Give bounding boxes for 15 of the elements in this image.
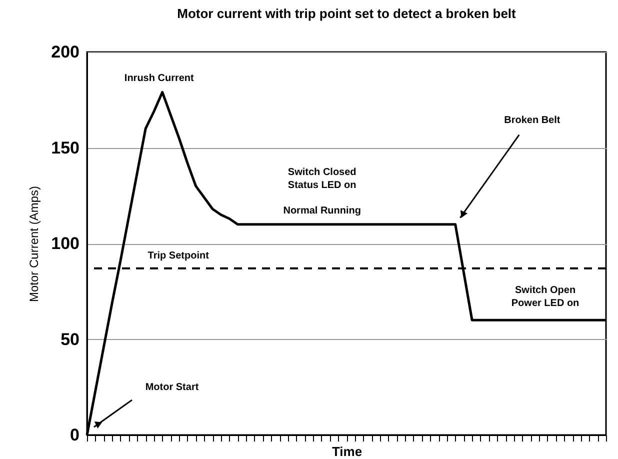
annotation: Motor Start xyxy=(145,382,200,393)
annotation: Switch Open Power LED on xyxy=(511,285,580,310)
annotation: Normal Running xyxy=(283,205,361,216)
ref-line-label: Trip Setpoint xyxy=(148,250,210,262)
y-tick-label: 50 xyxy=(60,330,80,349)
y-tick-label: 200 xyxy=(51,42,80,62)
y-tick-label: 100 xyxy=(51,234,80,253)
annotation: Inrush Current xyxy=(124,73,195,84)
y-tick-label: 150 xyxy=(51,138,80,158)
y-axis-title: Motor Current (Amps) xyxy=(27,186,42,302)
annotation: Switch Closed Status LED on xyxy=(288,166,356,191)
chart-title: Motor current with trip point set to detect a broken belt xyxy=(177,6,517,21)
annotation: Broken Belt xyxy=(504,114,561,126)
x-axis-title: Time xyxy=(332,444,362,459)
y-tick-label: 0 xyxy=(70,426,80,444)
